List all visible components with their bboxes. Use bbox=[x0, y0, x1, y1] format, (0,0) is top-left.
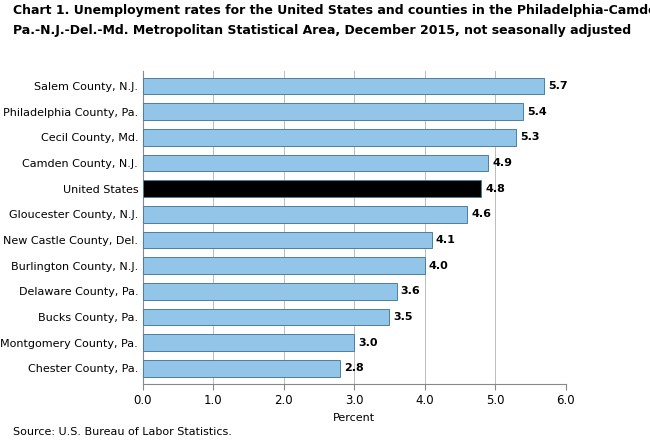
Text: 4.8: 4.8 bbox=[485, 183, 505, 194]
Bar bbox=[143, 309, 389, 325]
Text: 4.9: 4.9 bbox=[492, 158, 512, 168]
Bar bbox=[143, 206, 467, 223]
Bar bbox=[143, 232, 432, 248]
Text: Chart 1. Unemployment rates for the United States and counties in the Philadelph: Chart 1. Unemployment rates for the Unit… bbox=[13, 4, 650, 17]
X-axis label: Percent: Percent bbox=[333, 413, 375, 422]
Text: 2.8: 2.8 bbox=[344, 363, 364, 373]
Text: 5.3: 5.3 bbox=[521, 132, 540, 142]
Bar bbox=[143, 180, 481, 197]
Text: 4.1: 4.1 bbox=[436, 235, 456, 245]
Text: 5.4: 5.4 bbox=[527, 107, 547, 116]
Bar bbox=[143, 283, 396, 299]
Bar bbox=[143, 155, 488, 171]
Bar bbox=[143, 334, 354, 351]
Text: 5.7: 5.7 bbox=[549, 81, 568, 91]
Bar bbox=[143, 129, 516, 146]
Text: 3.5: 3.5 bbox=[394, 312, 413, 322]
Text: Pa.-N.J.-Del.-Md. Metropolitan Statistical Area, December 2015, not seasonally a: Pa.-N.J.-Del.-Md. Metropolitan Statistic… bbox=[13, 24, 631, 37]
Text: 4.6: 4.6 bbox=[471, 209, 491, 219]
Text: 4.0: 4.0 bbox=[429, 261, 448, 271]
Bar bbox=[143, 78, 545, 94]
Text: 3.6: 3.6 bbox=[400, 286, 421, 296]
Bar bbox=[143, 103, 523, 120]
Bar bbox=[143, 257, 424, 274]
Bar bbox=[143, 360, 340, 377]
Text: Source: U.S. Bureau of Labor Statistics.: Source: U.S. Bureau of Labor Statistics. bbox=[13, 426, 232, 437]
Text: 3.0: 3.0 bbox=[359, 338, 378, 348]
